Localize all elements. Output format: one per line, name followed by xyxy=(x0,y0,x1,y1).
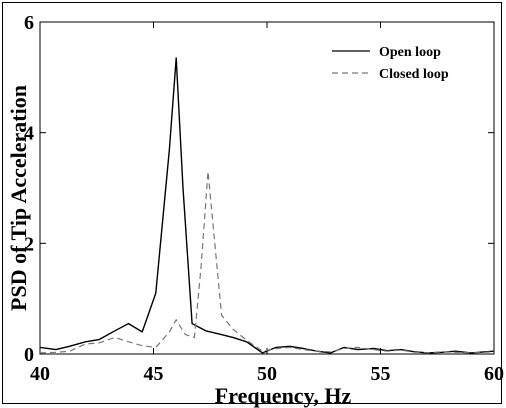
legend-label-open-loop: Open loop xyxy=(379,45,441,60)
x-tick-label: 50 xyxy=(257,363,277,385)
y-tick-label: 2 xyxy=(24,233,34,255)
y-tick-label: 0 xyxy=(24,344,34,366)
chart-frame xyxy=(2,2,502,404)
x-axis-title: Frequency, Hz xyxy=(215,383,352,408)
y-axis-title: PSD of Tip Acceleration xyxy=(6,85,31,311)
y-tick-label: 4 xyxy=(24,123,34,145)
x-tick-label: 60 xyxy=(484,363,504,385)
x-tick-label: 40 xyxy=(30,363,50,385)
y-tick-label: 6 xyxy=(24,12,34,34)
legend: Open loop Closed loop xyxy=(332,45,449,82)
legend-label-closed-loop: Closed loop xyxy=(379,67,449,82)
x-tick-label: 55 xyxy=(371,363,391,385)
x-tick-label: 45 xyxy=(144,363,164,385)
series-line-open-loop xyxy=(39,57,495,354)
series-layer xyxy=(39,57,495,354)
series-line-closed-loop xyxy=(39,170,495,354)
axis-ticks: 40 45 50 55 60 0 2 4 6 xyxy=(24,12,504,385)
